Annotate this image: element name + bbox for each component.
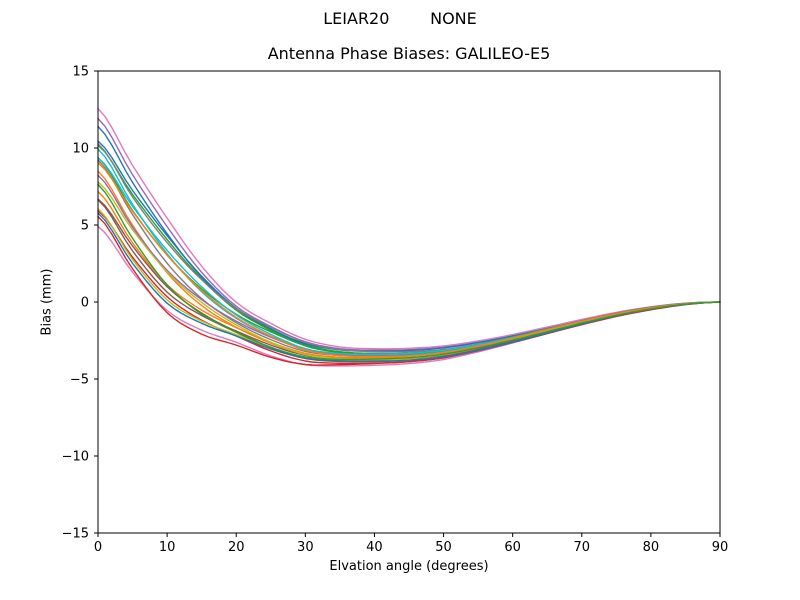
x-tick-label: 10 bbox=[159, 540, 176, 555]
bias-curve-sat-18 bbox=[97, 143, 721, 353]
x-tick-label: 70 bbox=[574, 540, 591, 555]
y-tick-label: −5 bbox=[70, 373, 89, 388]
bias-curve-sat-19 bbox=[97, 181, 721, 360]
bias-curve-sat-10 bbox=[97, 156, 721, 357]
bias-curve-sat-08 bbox=[97, 159, 721, 357]
y-tick-label: −10 bbox=[62, 450, 89, 465]
bias-curve-sat-13 bbox=[97, 144, 721, 355]
y-tick-label: −15 bbox=[62, 527, 89, 542]
bias-curve-sat-22 bbox=[97, 162, 721, 358]
y-tick-label: 10 bbox=[72, 142, 89, 157]
x-tick-label: 80 bbox=[643, 540, 660, 555]
x-tick-label: 0 bbox=[94, 540, 102, 555]
x-tick-label: 40 bbox=[366, 540, 383, 555]
axes-frame bbox=[97, 70, 721, 534]
y-tick-label: 15 bbox=[72, 65, 89, 80]
x-tick-label: 60 bbox=[504, 540, 521, 555]
bias-curve-sat-14 bbox=[97, 215, 721, 366]
bias-curve-sat-04 bbox=[97, 209, 721, 365]
bias-curve-sat-11 bbox=[97, 125, 721, 352]
y-tick-label: 5 bbox=[81, 219, 89, 234]
x-tick-label: 90 bbox=[712, 540, 729, 555]
y-tick-label: 0 bbox=[81, 296, 89, 311]
bias-curve-sat-21 bbox=[97, 212, 721, 362]
bias-curve-sat-03 bbox=[97, 156, 721, 355]
x-axis-label: Elvation angle (degrees) bbox=[329, 559, 489, 574]
x-tick-label: 20 bbox=[228, 540, 245, 555]
bias-curve-sat-12 bbox=[97, 190, 721, 359]
axes-title: Antenna Phase Biases: GALILEO-E5 bbox=[267, 44, 551, 63]
x-tick-label: 30 bbox=[297, 540, 314, 555]
bias-curve-sat-09 bbox=[97, 208, 721, 362]
bias-curve-sat-01 bbox=[97, 140, 721, 355]
bias-curve-sat-23 bbox=[97, 183, 721, 361]
x-tick-label: 50 bbox=[435, 540, 452, 555]
y-axis-label: Bias (mm) bbox=[39, 268, 55, 336]
figure-suptitle: LEIAR20 NONE bbox=[323, 9, 477, 28]
